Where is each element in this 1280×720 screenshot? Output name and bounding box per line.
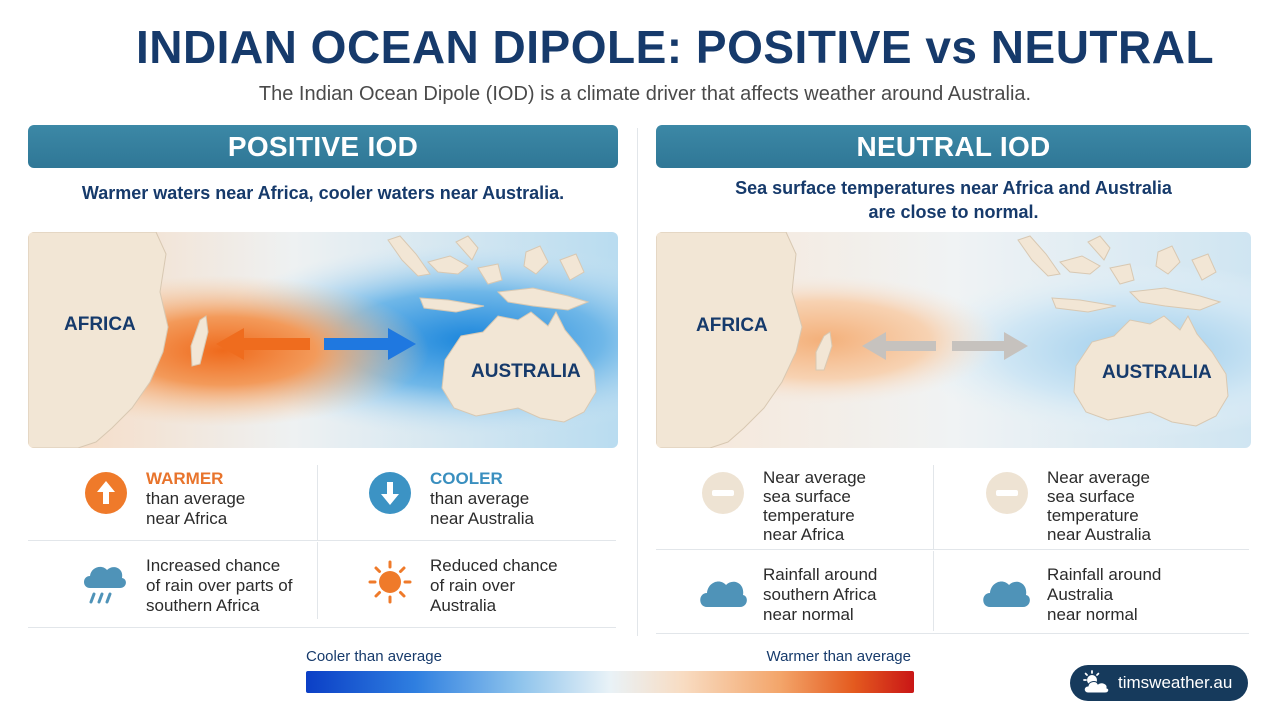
positive-iod-banner: POSITIVE IOD [28,125,618,168]
panel-divider [637,128,638,636]
minus-icon [986,472,1028,514]
minus-icon [702,472,744,514]
africa-label: AFRICA [64,314,136,335]
arrow-down-icon [369,472,411,514]
grid-divider [28,540,616,541]
warm-arrow-head [216,328,244,360]
page-title: INDIAN OCEAN DIPOLE: POSITIVE vs NEUTRAL [135,21,1215,73]
africa-label: AFRICA [696,315,768,336]
neutral-sst-map [656,232,1251,448]
neutral-iod-panel: NEUTRAL IOD Sea surface temperatures nea… [656,125,1251,634]
cool-arrow-head [388,328,416,360]
grid-divider [933,551,934,631]
grid-divider [28,627,616,628]
grid-divider [317,542,318,619]
neutral-iod-map: AFRICA AUSTRALIA [656,232,1251,448]
brand-name: timsweather.au [1118,673,1233,692]
grid-divider [317,465,318,540]
warmer-heading: WARMER [146,469,224,488]
grid-divider [656,549,1249,550]
cloud-icon [983,581,1030,607]
sun-cloud-icon [1083,670,1110,694]
australia-label: AUSTRALIA [471,361,581,382]
legend-color-scale [306,671,914,693]
cooler-heading: COOLER [430,469,503,488]
legend-warm-label: Warmer than average [766,648,911,665]
cloud-icon [700,581,747,607]
arrow-up-icon [85,472,127,514]
neutral-left-arrow-head [862,332,886,360]
positive-iod-map: AFRICA AUSTRALIA [28,232,618,448]
rain-cloud-icon [84,566,126,604]
grid-divider [656,633,1249,634]
neutral-iod-description: Sea surface temperatures near Africa and… [735,178,1172,222]
legend-cool-label: Cooler than average [306,648,442,665]
positive-iod-panel: POSITIVE IOD Warmer waters near Africa, … [28,125,618,628]
positive-sst-map [28,232,618,448]
brand-badge: timsweather.au [1070,665,1248,701]
page-subtitle: The Indian Ocean Dipole (IOD) is a clima… [258,83,1032,105]
positive-iod-description: Warmer waters near Africa, cooler waters… [81,183,565,203]
australia-label: AUSTRALIA [1102,362,1212,383]
neutral-iod-banner: NEUTRAL IOD [656,125,1251,168]
sun-icon [368,560,412,604]
neutral-right-arrow-head [1004,332,1028,360]
grid-divider [933,465,934,549]
